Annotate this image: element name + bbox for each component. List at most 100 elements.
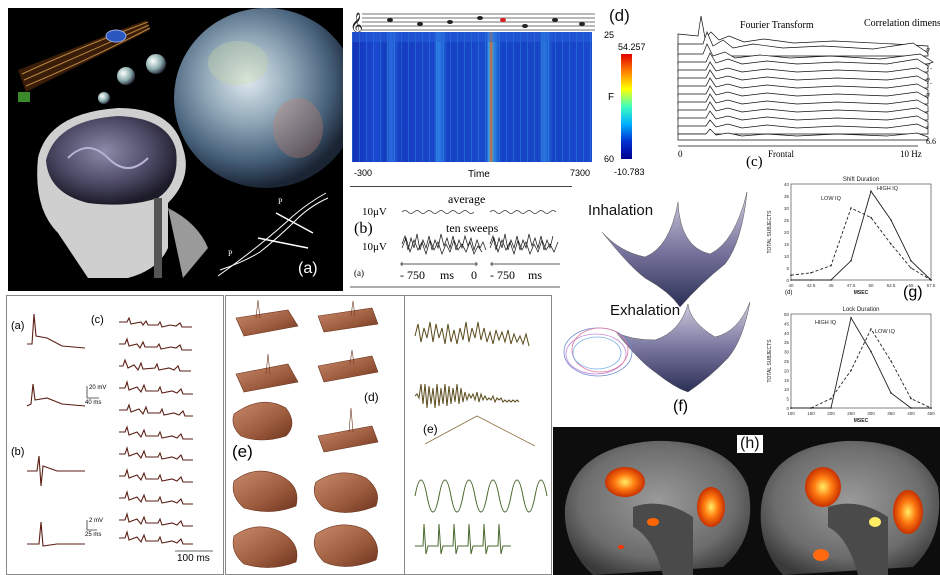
scale1-time: 40 ms xyxy=(85,400,102,406)
chart-title: Shift Duration xyxy=(843,177,879,183)
axis-left-zero: 0 xyxy=(471,268,477,282)
annotation-high-iq: HIGH IQ xyxy=(877,186,899,192)
annotation-low-iq: LOW IQ xyxy=(875,329,896,335)
large-bubble xyxy=(174,8,343,188)
panel-d: 𝄞 (d) 25 F 60 -300 Time 7300 54.257 -10.… xyxy=(346,4,658,184)
panel-a-artwork: P P xyxy=(18,8,343,278)
data-point xyxy=(830,264,832,267)
y-tick-label: 25 xyxy=(784,359,790,364)
data-point xyxy=(930,407,932,409)
panel-e3d-label-e: (e) xyxy=(232,442,253,461)
panel-g-sub: (d) xyxy=(785,290,793,296)
data-point xyxy=(850,260,852,262)
data-point xyxy=(890,392,892,394)
panel-e3d-label-d: (d) xyxy=(364,390,379,404)
panel-b: average ten sweeps 10μV (b) 10μV (a) - 7… xyxy=(350,186,572,292)
spectrogram-y-mid: F xyxy=(608,92,615,103)
wave-diagram: P P xyxy=(217,192,329,277)
side-value: 7. xyxy=(926,77,932,86)
data-point xyxy=(870,190,872,192)
panel-neuro: (a) (b) (c) 20 mV 40 ms 2 mV 25 ms xyxy=(6,295,224,575)
y-tick-label: 15 xyxy=(784,242,790,247)
waterfall-plot xyxy=(677,15,934,147)
data-point xyxy=(910,397,912,400)
data-point xyxy=(850,316,852,319)
axis-right-start: - 750 xyxy=(490,268,515,282)
series-line-high-iq xyxy=(791,316,931,409)
data-point xyxy=(810,407,812,409)
data-point xyxy=(790,279,792,281)
spectrogram-x-left: -300 xyxy=(354,168,373,178)
surface-plots xyxy=(563,192,751,393)
time-scale-label: 100 ms xyxy=(177,553,210,564)
y-tick-label: 10 xyxy=(784,387,790,392)
y-tick-label: 0 xyxy=(786,406,789,411)
x-tick-label: 47.5 xyxy=(847,283,856,288)
spectrogram-x-mid: Time xyxy=(468,169,490,180)
panel-h-label: (h) xyxy=(737,435,763,453)
chart-ylabel: TOTAL SUBJECTS xyxy=(767,210,773,254)
panel-b-top-rule xyxy=(350,186,572,187)
svg-text:P: P xyxy=(278,197,283,206)
brain-mri-image xyxy=(37,108,208,278)
data-point xyxy=(890,360,892,362)
panel-f: Inhalation Exhalation (f) xyxy=(560,192,765,420)
panel-g: Shift Duration MSEC TOTAL SUBJECTS 40 35 30 25… xyxy=(765,172,940,426)
x-tick-label: 100 xyxy=(787,411,795,416)
series-line-high-iq xyxy=(791,190,932,281)
panel-g-label: (g) xyxy=(903,284,923,301)
panel-c-label: (c) xyxy=(746,154,763,170)
chart-ylabel: TOTAL SUBJECTS xyxy=(767,339,773,383)
bubble-small xyxy=(146,54,166,74)
panel-b-label: (b) xyxy=(354,220,373,237)
x-tick-label: 350 xyxy=(887,411,895,416)
chart-xlabel: MSEC xyxy=(854,290,869,296)
panel-e-traces: (e) xyxy=(404,295,552,575)
side-value: 6.6 xyxy=(926,137,936,146)
x-tick-label: 55 xyxy=(908,283,914,288)
y-tick-label: 50 xyxy=(784,312,790,317)
spectrogram-y-top: 25 xyxy=(604,30,615,40)
y-tick-label: 10 xyxy=(784,254,790,259)
y-tick-label: 25 xyxy=(784,218,790,223)
exhalation-surface xyxy=(615,301,751,393)
data-point xyxy=(890,243,892,245)
colorbar xyxy=(621,54,632,159)
y-tick-label: 35 xyxy=(784,194,790,199)
chart-frame xyxy=(790,313,932,409)
spectrogram-y-bottom: 60 xyxy=(604,154,615,164)
x-tick-label: 250 xyxy=(847,411,855,416)
y-tick-label: 35 xyxy=(784,340,790,345)
average-label: average xyxy=(448,192,486,206)
series-line-low-iq xyxy=(791,328,932,409)
x-tick-label: 450 xyxy=(927,411,935,416)
y-tick-label: 0 xyxy=(786,278,789,283)
y-tick-label: 5 xyxy=(786,397,789,402)
colorbar-min: -10.783 xyxy=(614,167,645,177)
y-tick-label: 30 xyxy=(784,206,790,211)
scale-bottom: 10μV xyxy=(362,241,387,253)
data-point xyxy=(870,328,872,330)
y-tick-label: 5 xyxy=(786,266,789,271)
eeg-traces xyxy=(350,210,572,288)
side-value: - xyxy=(926,107,929,116)
panel-d-label: (d) xyxy=(609,6,630,25)
panel-c: Fourier Transform Correlation dimensio 0… xyxy=(668,6,940,172)
annotation-low-iq: LOW IQ xyxy=(821,196,842,202)
data-point xyxy=(910,267,912,269)
data-point xyxy=(910,260,912,262)
chart-title: Lock Duration xyxy=(842,307,879,313)
fmri-images xyxy=(564,440,940,575)
scale-top: 10μV xyxy=(362,206,387,218)
data-point xyxy=(850,207,852,209)
data-point xyxy=(870,216,872,219)
side-value: - xyxy=(926,122,929,131)
data-point xyxy=(810,279,812,281)
data-point xyxy=(930,279,932,281)
series-line-low-iq xyxy=(790,207,932,281)
annotation-high-iq: HIGH IQ xyxy=(815,320,837,326)
inhalation-label: Inhalation xyxy=(588,202,654,219)
y-tick-label: 45 xyxy=(784,321,790,326)
fourier-title: Fourier Transform xyxy=(740,20,814,31)
x-tick-label: 40 xyxy=(788,283,794,288)
